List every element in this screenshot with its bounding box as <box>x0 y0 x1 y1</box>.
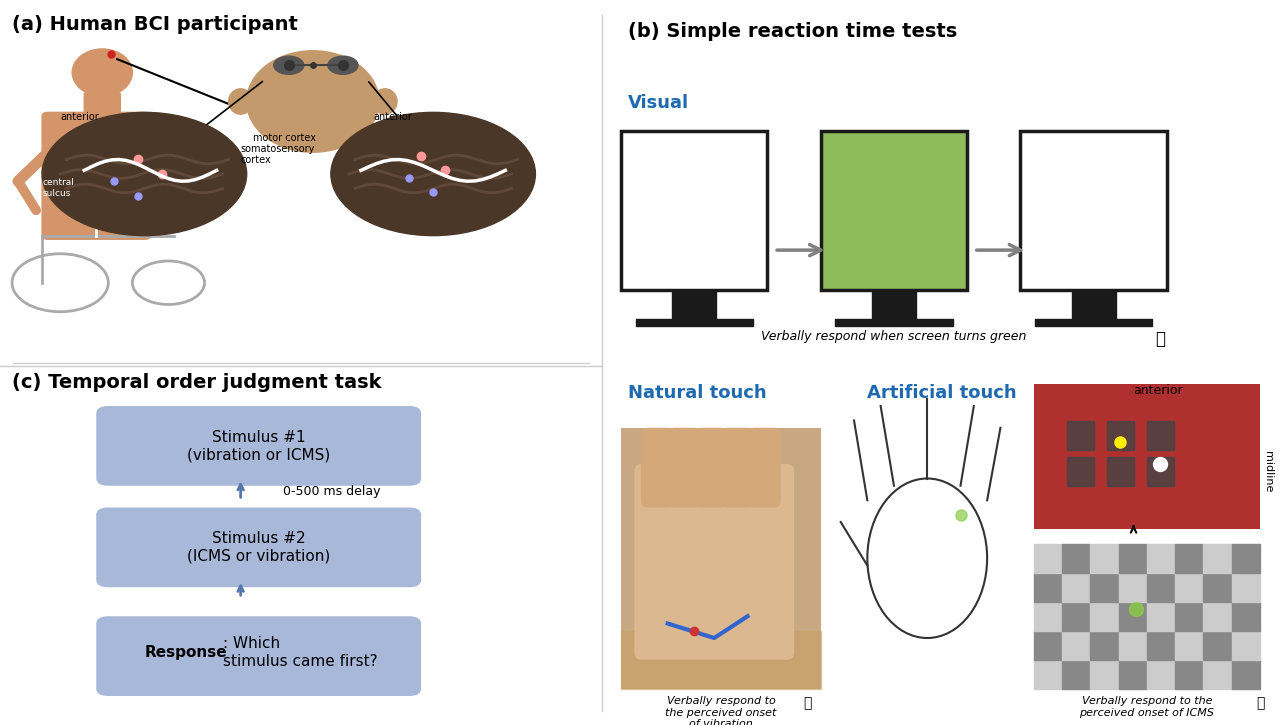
FancyBboxPatch shape <box>748 428 781 508</box>
Bar <box>1119 544 1147 573</box>
Text: anterior: anterior <box>60 112 99 122</box>
Bar <box>1175 660 1203 689</box>
Bar <box>1203 573 1231 602</box>
Bar <box>1147 573 1175 602</box>
Bar <box>1091 631 1119 660</box>
FancyBboxPatch shape <box>841 413 1007 652</box>
Bar <box>1107 420 1134 449</box>
Bar <box>1034 660 1062 689</box>
Bar <box>1147 660 1175 689</box>
FancyBboxPatch shape <box>1034 384 1260 529</box>
Text: Stimulus #2
(ICMS or vibration): Stimulus #2 (ICMS or vibration) <box>187 531 330 563</box>
Bar <box>1203 544 1231 573</box>
Circle shape <box>328 57 358 75</box>
Bar <box>1062 631 1091 660</box>
Bar <box>1175 602 1203 631</box>
Text: motor cortex: motor cortex <box>252 133 316 144</box>
Text: Artificial touch: Artificial touch <box>868 384 1016 402</box>
Text: Visual: Visual <box>627 94 689 112</box>
Text: (b) Simple reaction time tests: (b) Simple reaction time tests <box>627 22 957 41</box>
Bar <box>1203 660 1231 689</box>
Bar <box>1068 457 1093 486</box>
Text: Natural touch: Natural touch <box>627 384 767 402</box>
Text: 🎤: 🎤 <box>804 696 812 710</box>
Bar <box>1175 544 1203 573</box>
Bar <box>1231 602 1260 631</box>
Bar <box>1091 602 1119 631</box>
Bar <box>1034 544 1062 573</box>
FancyBboxPatch shape <box>1034 384 1260 529</box>
Text: Verbally respond to the
perceived onset of ICMS: Verbally respond to the perceived onset … <box>1079 696 1215 718</box>
Bar <box>1175 573 1203 602</box>
Bar <box>1147 420 1174 449</box>
Bar <box>1091 573 1119 602</box>
Text: anterior: anterior <box>372 112 412 122</box>
Bar <box>1175 631 1203 660</box>
FancyBboxPatch shape <box>96 616 421 696</box>
FancyBboxPatch shape <box>635 464 794 660</box>
Text: Response: Response <box>145 645 227 660</box>
Bar <box>1068 420 1093 449</box>
Text: 0-500 ms delay: 0-500 ms delay <box>283 485 380 497</box>
FancyBboxPatch shape <box>721 428 754 508</box>
Ellipse shape <box>372 89 397 115</box>
Text: Verbally respond to
the perceived onset
of vibration: Verbally respond to the perceived onset … <box>666 696 777 725</box>
Text: central
sulcus: central sulcus <box>42 178 74 198</box>
Bar <box>1119 660 1147 689</box>
Bar <box>1062 602 1091 631</box>
Bar <box>1107 457 1134 486</box>
Text: Verbally respond when screen turns green: Verbally respond when screen turns green <box>762 330 1027 343</box>
FancyBboxPatch shape <box>96 507 421 587</box>
FancyBboxPatch shape <box>820 130 968 290</box>
Bar <box>1119 573 1147 602</box>
Bar <box>1147 457 1174 486</box>
Bar <box>1147 631 1175 660</box>
Text: 🎤: 🎤 <box>1155 330 1165 348</box>
FancyBboxPatch shape <box>96 406 421 486</box>
Bar <box>1034 573 1062 602</box>
Text: midline: midline <box>1263 450 1274 492</box>
Ellipse shape <box>247 51 379 152</box>
Bar <box>1147 544 1175 573</box>
Text: Stimulus #1
(vibration or ICMS): Stimulus #1 (vibration or ICMS) <box>187 430 330 462</box>
Bar <box>1062 573 1091 602</box>
Bar <box>1203 631 1231 660</box>
Text: 🎤: 🎤 <box>1256 696 1265 710</box>
Bar <box>1062 544 1091 573</box>
FancyBboxPatch shape <box>621 428 820 689</box>
Text: anterior: anterior <box>1134 384 1183 397</box>
Text: somatosensory
cortex: somatosensory cortex <box>241 144 315 165</box>
Circle shape <box>330 112 535 236</box>
Bar <box>1034 631 1062 660</box>
FancyBboxPatch shape <box>668 428 701 508</box>
FancyBboxPatch shape <box>1020 130 1167 290</box>
Circle shape <box>42 112 247 236</box>
Bar <box>1203 602 1231 631</box>
Text: : Which
stimulus came first?: : Which stimulus came first? <box>223 637 378 668</box>
Bar <box>1091 544 1119 573</box>
FancyBboxPatch shape <box>621 428 820 689</box>
Bar <box>1091 660 1119 689</box>
FancyBboxPatch shape <box>641 428 675 508</box>
FancyBboxPatch shape <box>621 130 768 290</box>
Text: (c) Temporal order judgment task: (c) Temporal order judgment task <box>12 373 381 392</box>
Bar <box>1231 573 1260 602</box>
FancyBboxPatch shape <box>42 112 151 239</box>
Bar <box>1231 660 1260 689</box>
Bar <box>1119 631 1147 660</box>
FancyBboxPatch shape <box>694 428 727 508</box>
Ellipse shape <box>72 49 132 96</box>
Text: (a) Human BCI participant: (a) Human BCI participant <box>12 14 298 33</box>
Bar <box>1147 602 1175 631</box>
Bar <box>1062 660 1091 689</box>
Bar <box>1119 602 1147 631</box>
Circle shape <box>274 57 303 75</box>
FancyBboxPatch shape <box>84 93 120 122</box>
Bar <box>1231 544 1260 573</box>
Ellipse shape <box>229 89 252 115</box>
Bar <box>1231 631 1260 660</box>
Bar <box>1034 602 1062 631</box>
